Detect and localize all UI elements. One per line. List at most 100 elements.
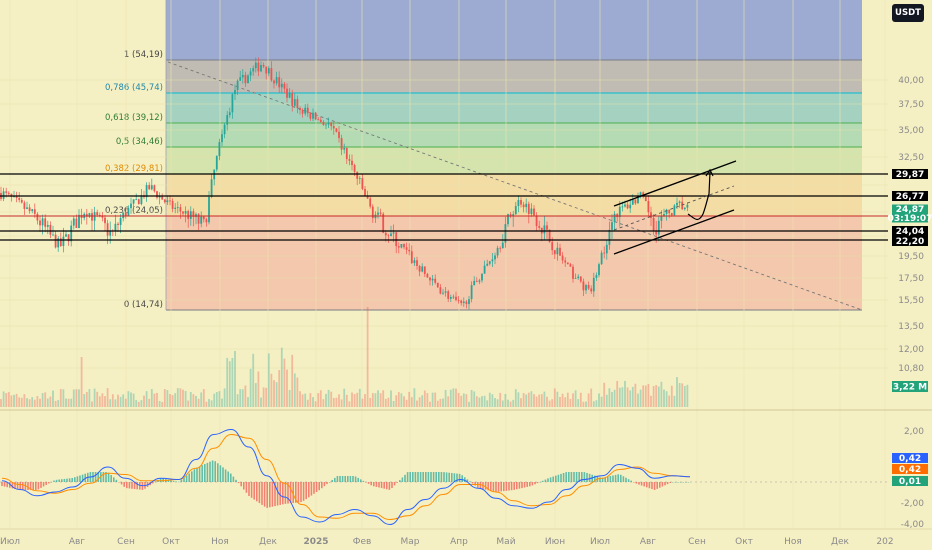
macd-hist-bar [245, 482, 248, 493]
volume-bar [639, 389, 642, 407]
fib-zone-4 [166, 147, 862, 174]
macd-value-tag-text: 0,42 [899, 465, 921, 475]
volume-bar [670, 385, 673, 407]
volume-bar [647, 383, 650, 407]
volume-bar [613, 389, 616, 407]
candle-body [434, 278, 437, 283]
macd-hist-bar [110, 475, 112, 482]
candle-body [408, 249, 411, 252]
volume-bar [93, 388, 96, 407]
macd-hist-bar [516, 482, 518, 490]
candle-body [104, 217, 106, 224]
volume-bar [590, 388, 593, 407]
macd-hist-bar [386, 482, 388, 490]
candle-body [499, 247, 502, 249]
candle-body [5, 191, 8, 193]
candle-body [585, 285, 587, 291]
candle-body [270, 68, 273, 81]
macd-hist-bar [133, 482, 136, 490]
volume-bar [483, 395, 486, 407]
volume-bar [634, 383, 637, 407]
macd-hist-bar [237, 482, 240, 484]
volume-bar [585, 401, 587, 407]
macd-hist-bar [227, 471, 229, 482]
macd-hist-bar [651, 482, 653, 490]
volume-bars [0, 307, 689, 407]
macd-hist-bar [622, 476, 625, 482]
volume-bar [652, 386, 655, 407]
macd-hist-bar [287, 482, 289, 504]
volume-bar [54, 400, 57, 407]
candle-body [106, 223, 109, 236]
candle-body [507, 214, 509, 225]
macd-hist-bar [456, 473, 458, 482]
candle-body [67, 234, 70, 242]
volume-bar [481, 396, 483, 407]
candle-body [122, 212, 125, 219]
macd-hist-bar [276, 482, 279, 506]
currency-badge[interactable]: USDT [892, 4, 924, 22]
macd-hist-bar [570, 472, 573, 482]
candle-body [566, 262, 569, 265]
candle-body [228, 112, 231, 116]
volume-bar [111, 394, 114, 407]
macd-hist-bar [406, 472, 409, 482]
macd-hist-bar [539, 481, 541, 483]
candle-body [247, 75, 249, 84]
volume-bar [0, 399, 2, 407]
candle-body [327, 122, 330, 125]
volume-bar [512, 399, 515, 407]
candle-body [150, 185, 153, 190]
candle-body [345, 147, 348, 160]
fib-label-3: 0,5 (34,46) [116, 137, 163, 147]
candle-body [608, 229, 611, 245]
candle-body [569, 264, 572, 267]
volume-bar [408, 391, 411, 407]
candle-body [234, 90, 236, 95]
price-tick-1: 37,50 [898, 100, 924, 110]
candle-body [356, 171, 359, 179]
macd-hist-bar [492, 482, 495, 492]
macd-hist-bar [573, 472, 575, 482]
candle-body [369, 198, 372, 207]
macd-hist-bar [61, 479, 63, 482]
candle-body [379, 212, 382, 214]
date-label-7: Фев [353, 537, 372, 547]
candle-body [426, 273, 429, 278]
candle-body [187, 211, 190, 219]
volume-bar [114, 399, 117, 407]
volume-bar [405, 399, 408, 407]
candle-body [72, 218, 75, 226]
macd-hist-bar [451, 472, 453, 482]
macd-hist-bar [594, 475, 596, 482]
candle-body [101, 215, 104, 218]
volume-bar [551, 399, 554, 407]
macd-hist-bar [102, 472, 105, 482]
volume-bar [577, 399, 580, 407]
volume-bar [184, 390, 187, 407]
macd-hist-bar [315, 482, 318, 492]
candle-body [314, 112, 317, 120]
date-label-13: Авг [640, 537, 656, 547]
candle-body [678, 201, 681, 203]
candle-body [364, 188, 366, 197]
candle-body [340, 138, 343, 150]
volume-bar [501, 400, 504, 407]
macd-hist-bar [370, 482, 372, 486]
macd-hist-bar [279, 482, 281, 505]
candle-body [202, 216, 205, 220]
candle-body [382, 213, 385, 233]
volume-bar [556, 391, 559, 407]
macd-hist-bar [362, 480, 365, 482]
volume-bar [538, 394, 541, 407]
candle-body [343, 147, 346, 150]
candle-body [15, 196, 18, 198]
volume-bar [509, 401, 512, 407]
candle-body [31, 209, 34, 212]
candle-body [205, 219, 208, 223]
macd-hist-bar [607, 476, 609, 482]
volume-bar [517, 392, 520, 407]
candle-body [592, 277, 595, 292]
